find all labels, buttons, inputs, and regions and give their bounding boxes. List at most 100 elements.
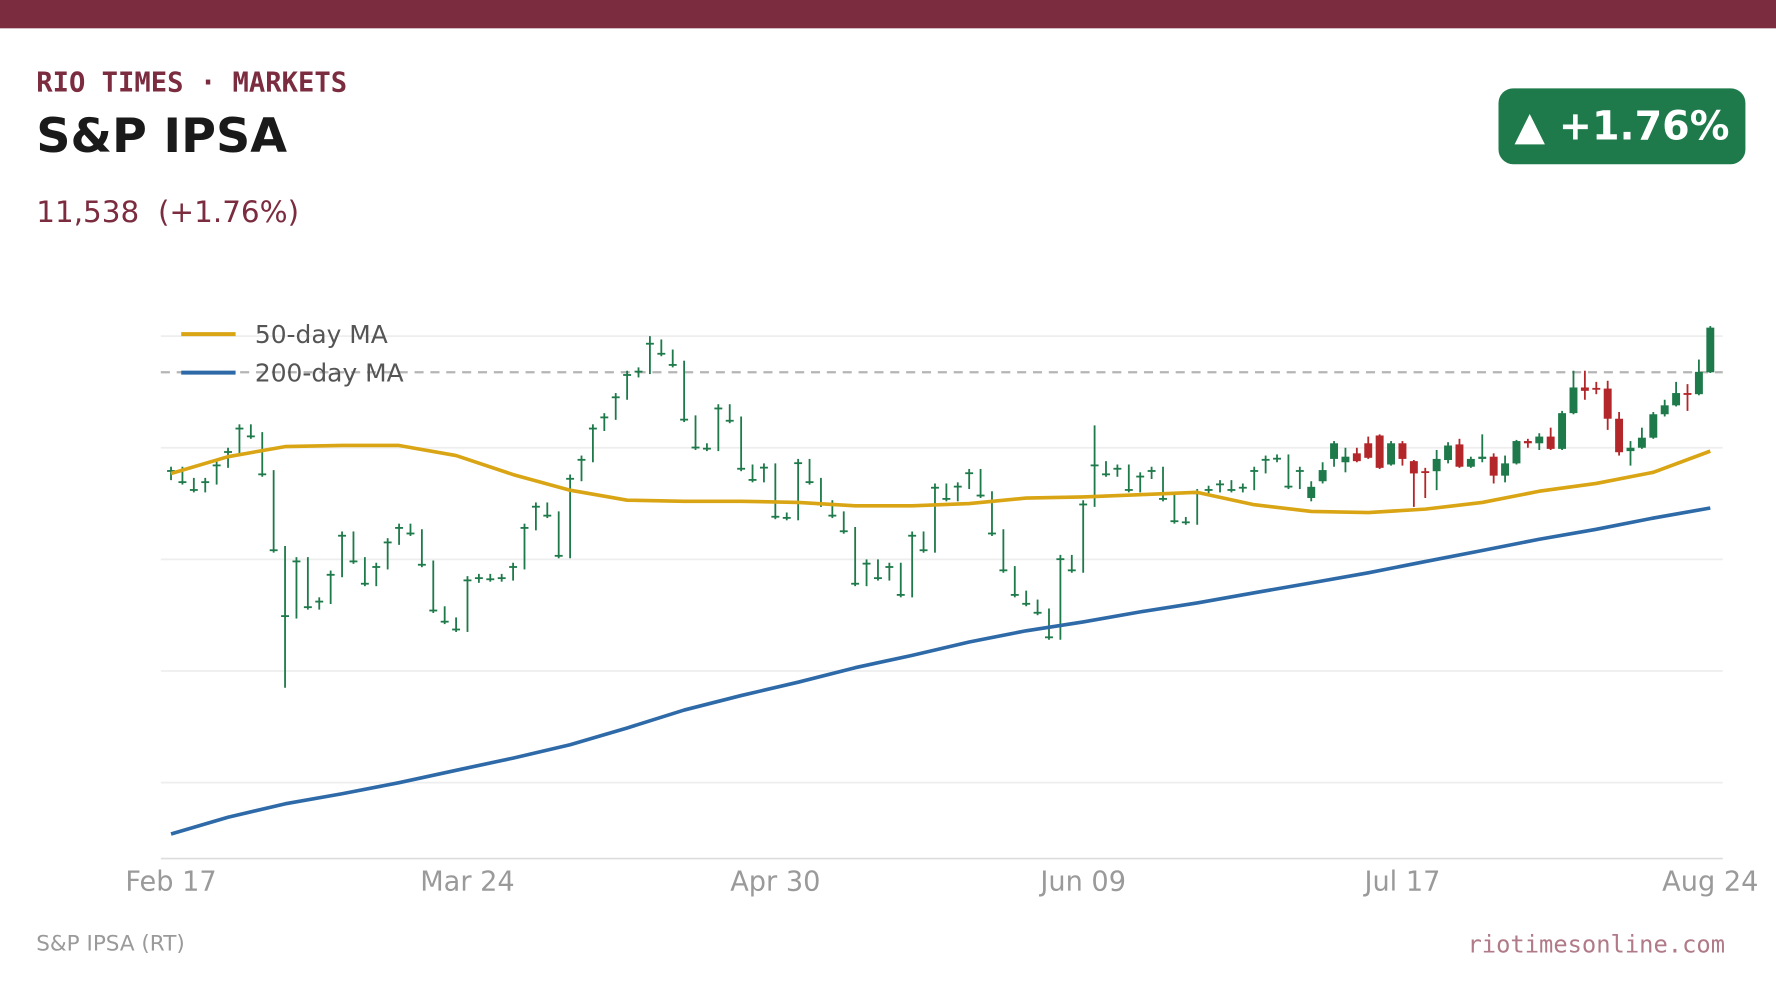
candle-body — [543, 514, 552, 517]
candle-body — [1592, 387, 1601, 390]
candle-body — [588, 427, 597, 430]
candle-body — [794, 462, 803, 465]
candle-body — [657, 352, 666, 355]
candle-body — [189, 489, 198, 491]
candle-body — [429, 609, 438, 612]
candle-body — [1387, 443, 1396, 465]
ma-line — [170, 506, 1711, 836]
candle-body — [1432, 458, 1441, 472]
candle-body — [1216, 483, 1224, 486]
candle-body — [1637, 437, 1646, 448]
candle-body — [440, 620, 449, 623]
x-tick-label: Mar 24 — [420, 866, 514, 897]
candle-body — [1649, 414, 1658, 438]
candle-body — [645, 342, 654, 345]
candle-body — [1307, 486, 1316, 498]
x-tick-label: Jun 09 — [1038, 866, 1126, 897]
candle-body — [1615, 418, 1624, 453]
candle-body — [1181, 521, 1190, 524]
candle-body — [691, 446, 700, 449]
candle-body — [931, 486, 939, 489]
candle-body — [474, 577, 483, 580]
candle-body — [1284, 485, 1293, 488]
candle-body — [1102, 473, 1110, 476]
candle-body — [1079, 503, 1088, 506]
candle-body — [1626, 447, 1635, 452]
candle-body — [497, 577, 506, 580]
candle-body — [235, 427, 244, 430]
candle-body — [805, 481, 814, 484]
candle-body — [1170, 520, 1179, 523]
candle-body — [1546, 436, 1555, 449]
candle-body — [896, 593, 905, 596]
candle-body — [1147, 470, 1156, 472]
candle-body — [1238, 486, 1247, 489]
candle-body — [338, 534, 347, 537]
candle-body — [452, 628, 461, 631]
candle-body — [668, 364, 677, 366]
candle-body — [1683, 393, 1692, 395]
candle-body — [1512, 441, 1521, 464]
badge-text: ▲ +1.76% — [1514, 103, 1729, 149]
candle-body — [1466, 458, 1475, 467]
candle-body — [167, 470, 175, 472]
chart-title: S&P IPSA — [36, 109, 287, 164]
candle-body — [1523, 441, 1532, 444]
candle-body — [417, 563, 426, 566]
candle-body — [965, 472, 974, 475]
candle-body — [531, 505, 540, 508]
candle-body — [1535, 436, 1544, 444]
candle-body — [1364, 443, 1373, 458]
candle-body — [486, 578, 495, 581]
candle-body — [1444, 445, 1453, 461]
candle-body — [1603, 388, 1612, 419]
candle-body — [737, 467, 746, 470]
x-tick-label: Apr 30 — [730, 866, 820, 897]
candle-body — [1580, 387, 1589, 391]
candle-body — [759, 466, 768, 469]
credit: riotimesonline.com — [1467, 931, 1725, 959]
candle-body — [383, 541, 392, 544]
candle-body — [566, 477, 575, 480]
candle-body — [1660, 405, 1669, 415]
candle-body — [1501, 463, 1510, 476]
candle-body — [1318, 470, 1327, 482]
candle-body — [771, 515, 780, 518]
candle-body — [1067, 569, 1076, 572]
candle-body — [908, 534, 917, 537]
candle-body — [1227, 489, 1236, 491]
candle-body — [680, 418, 689, 421]
candle-body — [873, 577, 882, 580]
candle-body — [953, 485, 962, 488]
candle-body — [1022, 602, 1031, 605]
candle-body — [292, 560, 301, 563]
candle-body — [1421, 471, 1430, 474]
candle-body — [942, 497, 951, 500]
candle-body — [1113, 467, 1122, 470]
candle-body — [360, 582, 369, 585]
candle-body — [1375, 435, 1384, 468]
candle-body — [1341, 456, 1350, 463]
candle-body — [600, 416, 609, 419]
candle-body — [1033, 611, 1042, 614]
candle-body — [1706, 327, 1715, 373]
candle-body — [577, 458, 586, 461]
candle-body — [1090, 464, 1099, 467]
candle-body — [1204, 489, 1213, 491]
candle-body — [1273, 457, 1281, 460]
candle-body — [1330, 443, 1339, 459]
kicker: RIO TIMES · MARKETS — [36, 68, 347, 99]
candle-body — [1398, 443, 1407, 459]
candle-body — [1558, 413, 1567, 449]
candle-body — [395, 527, 404, 529]
candle-body — [1056, 558, 1065, 561]
candle-body — [258, 473, 267, 476]
candle-body — [520, 527, 529, 529]
candle-body — [406, 532, 415, 535]
candle-body — [976, 494, 985, 497]
candle-body — [623, 374, 632, 376]
x-tick-label: Aug 24 — [1662, 866, 1758, 897]
candle-body — [725, 419, 734, 422]
change-badge — [1498, 88, 1746, 165]
